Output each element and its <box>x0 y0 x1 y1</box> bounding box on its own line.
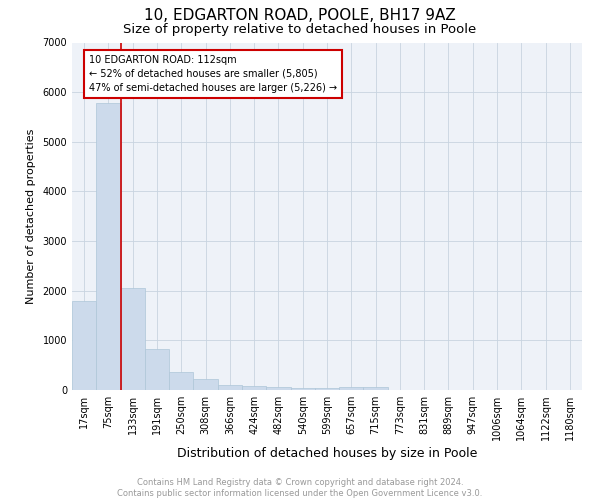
Text: Size of property relative to detached houses in Poole: Size of property relative to detached ho… <box>124 22 476 36</box>
Text: Contains HM Land Registry data © Crown copyright and database right 2024.
Contai: Contains HM Land Registry data © Crown c… <box>118 478 482 498</box>
Bar <box>266 386 290 390</box>
Text: 10 EDGARTON ROAD: 112sqm
← 52% of detached houses are smaller (5,805)
47% of sem: 10 EDGARTON ROAD: 112sqm ← 52% of detach… <box>89 55 337 93</box>
Bar <box>145 350 169 390</box>
Bar <box>72 300 96 390</box>
Bar <box>218 384 242 390</box>
Bar <box>315 388 339 390</box>
Bar <box>193 380 218 390</box>
Bar <box>121 288 145 390</box>
X-axis label: Distribution of detached houses by size in Poole: Distribution of detached houses by size … <box>177 448 477 460</box>
Bar <box>169 372 193 390</box>
Bar <box>364 386 388 390</box>
Text: 10, EDGARTON ROAD, POOLE, BH17 9AZ: 10, EDGARTON ROAD, POOLE, BH17 9AZ <box>144 8 456 22</box>
Bar <box>96 103 121 390</box>
Bar <box>290 388 315 390</box>
Bar <box>242 386 266 390</box>
Y-axis label: Number of detached properties: Number of detached properties <box>26 128 35 304</box>
Bar <box>339 386 364 390</box>
